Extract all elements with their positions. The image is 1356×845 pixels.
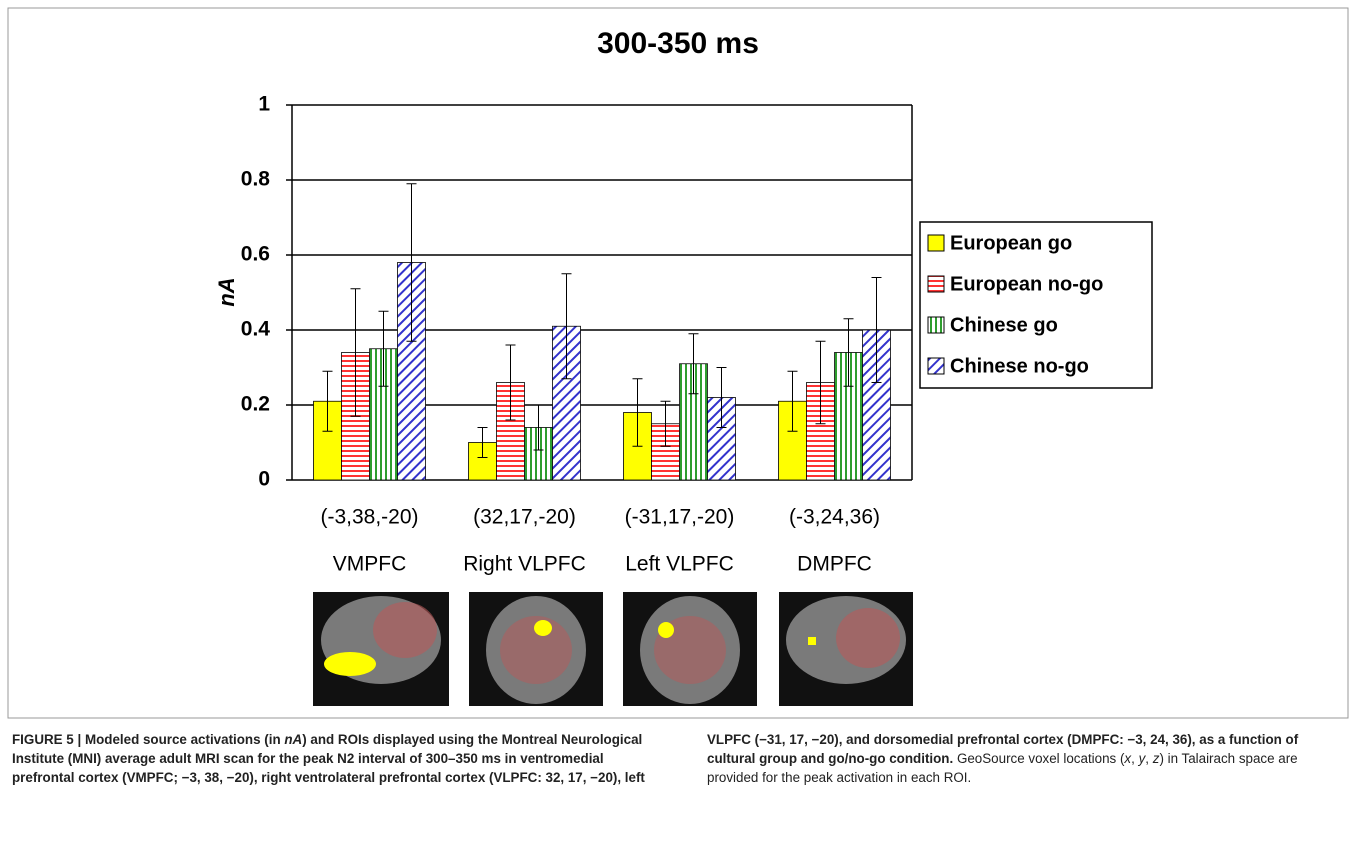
error-bar [688,333,699,395]
y-tick-label: 0.2 [241,393,270,416]
legend-swatch [927,316,945,334]
y-tick-label: 0.4 [241,318,271,341]
caption-text: ) in Talairach space are provided for th… [707,751,1298,785]
error-bar [406,183,417,342]
chart: 300-350 ms nA 0 0.2 0.4 0.6 0.8 1 (-3,38,-20) V… [7,7,1349,719]
error-bar [378,310,389,387]
y-tick-label: 0 [258,468,270,491]
y-tick-label: 0.8 [241,168,271,191]
chart-title: 300-350 ms [597,27,759,60]
error-bar [815,340,826,425]
x-tick-coords: (32,17,-20) [473,506,576,529]
legend-label: European no-go [950,273,1103,295]
x-tick-label: DMPFC [797,553,872,576]
error-bar [322,370,333,432]
caption-text: z [1152,751,1160,766]
x-tick-label: VMPFC [333,553,407,576]
legend-label: Chinese no-go [950,355,1089,377]
caption-text: GeoSource voxel locations ( [953,751,1125,766]
y-tick-label: 1 [258,93,270,116]
x-tick-coords: (-3,24,36) [789,506,880,529]
x-tick-label: Left VLPFC [625,553,734,576]
error-bar [505,344,516,421]
y-tick-label: 0.6 [241,243,270,266]
brain-images [313,592,913,706]
x-tick-label: Right VLPFC [463,553,586,576]
error-bar [350,288,361,417]
caption-text: FIGURE 5 | Modeled source activations (i… [12,732,285,747]
error-bar [561,273,572,380]
legend-swatch [927,357,945,375]
legend-swatch [927,234,945,252]
legend-box [919,221,1153,389]
caption-text: x [1124,751,1132,766]
x-tick-coords: (-31,17,-20) [625,506,735,529]
error-bar [477,427,488,458]
caption-text: , [1145,751,1153,766]
x-tick-coords: (-3,38,-20) [320,506,418,529]
error-bar [533,404,544,451]
caption-text: , [1131,751,1139,766]
error-bar [632,378,643,447]
legend-swatch [927,275,945,293]
caption-text: y [1138,751,1146,766]
error-bar [787,370,798,432]
error-bar [871,277,882,383]
legend-label: Chinese go [950,314,1058,336]
y-axis-label: nA [214,277,239,306]
caption-text: nA [284,732,303,747]
caption-text: ) and ROIs displayed using the Montreal … [12,732,1299,785]
legend-label: European go [950,232,1072,254]
error-bar [843,318,854,387]
error-bar [716,367,727,428]
caption: FIGURE 5 | Modeled source activations (i… [12,730,1342,787]
error-bar [660,400,671,447]
